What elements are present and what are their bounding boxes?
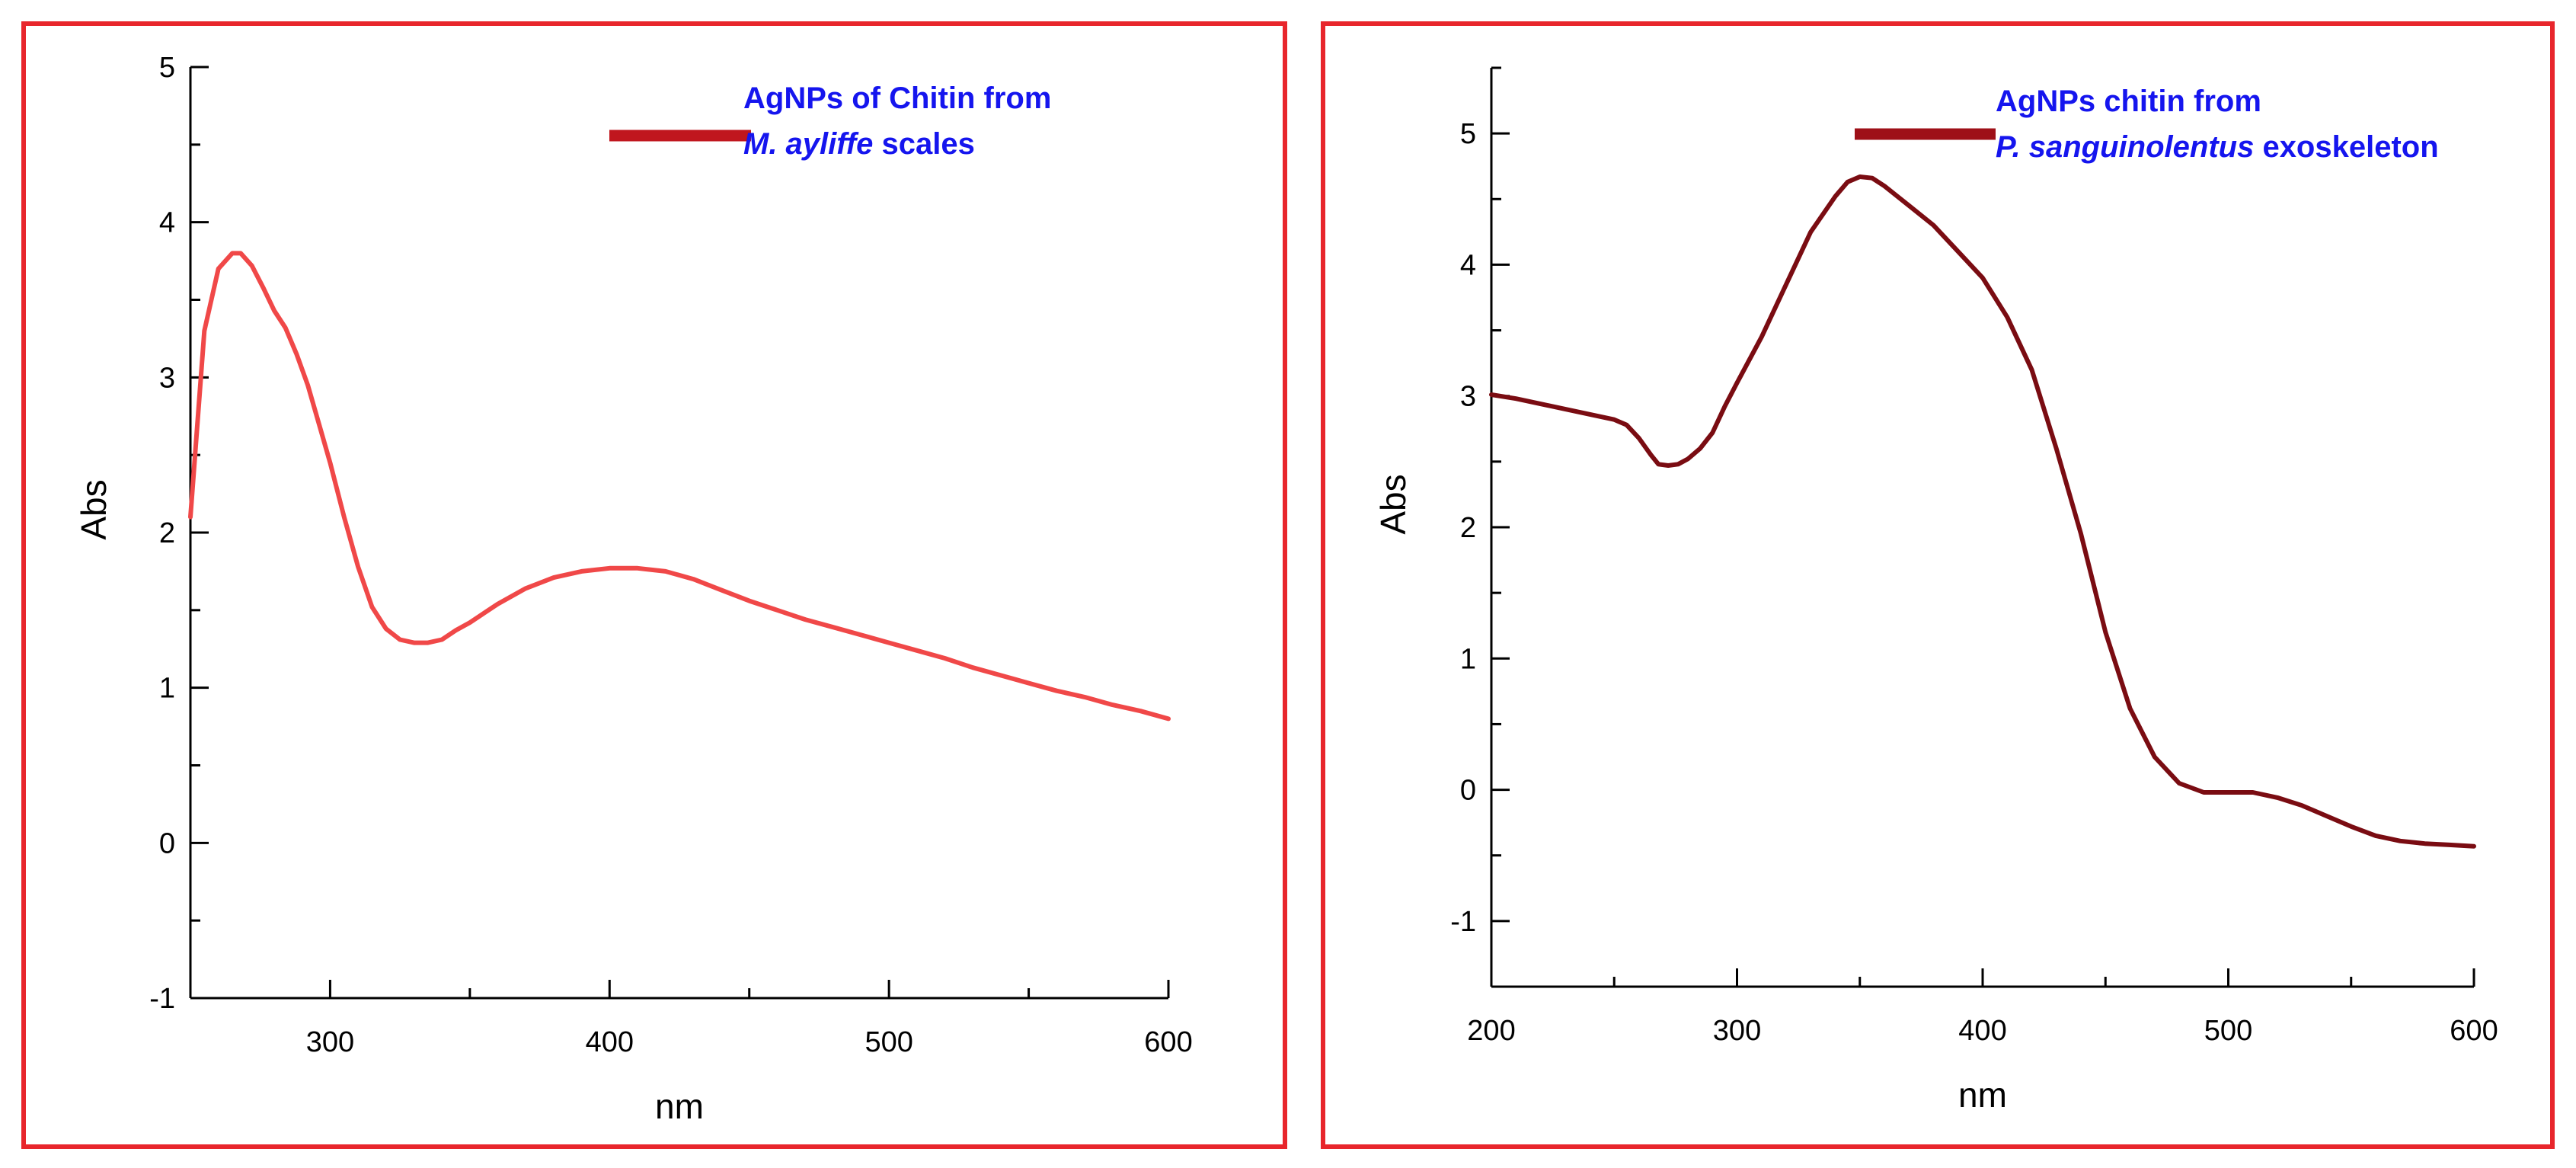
x-axis-label: nm xyxy=(1958,1075,2007,1115)
y-tick-label: 4 xyxy=(1460,249,1476,281)
y-tick-label: -1 xyxy=(1450,906,1476,938)
x-tick-label: 500 xyxy=(865,1026,912,1058)
chart-panel-left: -1 0 1 2 3 4 5 300 400 500 600 nm Abs AgNPs of Chitin… xyxy=(21,21,1287,1149)
legend-label-part: exoskeleton xyxy=(2254,130,2438,164)
legend-label-line-1: AgNPs chitin from xyxy=(1996,85,2261,118)
y-tick-label: -1 xyxy=(149,983,175,1015)
chart-panel-right: -1 0 1 2 3 4 5 200 300 400 500 600 nm Abs AgNPs chitin… xyxy=(1321,21,2555,1149)
series-line xyxy=(188,251,1171,722)
series-line xyxy=(1489,174,2476,849)
x-tick-label: 600 xyxy=(1144,1026,1192,1058)
x-axis-label: nm xyxy=(655,1086,704,1126)
y-tick-label: 2 xyxy=(1460,512,1476,544)
y-tick-label: 1 xyxy=(1460,643,1476,675)
y-tick-label: 1 xyxy=(159,673,175,705)
legend-label-line-2: M. ayliffe scales xyxy=(743,127,975,161)
x-tick-label: 300 xyxy=(306,1026,354,1058)
x-tick-label: 400 xyxy=(1958,1015,2006,1047)
chart-left: -1 0 1 2 3 4 5 300 400 500 600 nm Abs AgNPs of Chitin… xyxy=(74,52,1193,1126)
x-tick-label: 200 xyxy=(1467,1015,1515,1047)
y-tick-label: 5 xyxy=(159,52,175,84)
legend-label-italic-part: P. sanguinolentus xyxy=(1996,130,2254,164)
x-tick-label: 500 xyxy=(2204,1015,2252,1047)
x-tick-label: 600 xyxy=(2450,1015,2498,1047)
legend-label-part: scales xyxy=(873,127,974,161)
y-tick-label: 0 xyxy=(1460,775,1476,807)
chart-right: -1 0 1 2 3 4 5 200 300 400 500 600 nm Abs AgNPs chitin… xyxy=(1373,66,2498,1115)
y-axis-label: Abs xyxy=(1373,474,1413,534)
legend-label-line-2: P. sanguinolentus exoskeleton xyxy=(1996,130,2439,164)
y-tick-label: 0 xyxy=(159,827,175,859)
x-tick-label: 400 xyxy=(586,1026,634,1058)
legend-label-part: AgNPs of Chitin from xyxy=(743,82,1051,115)
x-tick-label: 300 xyxy=(1713,1015,1761,1047)
y-tick-label: 4 xyxy=(159,207,175,239)
y-tick-label: 3 xyxy=(1460,381,1476,413)
y-tick-label: 3 xyxy=(159,362,175,394)
y-tick-label: 2 xyxy=(159,517,175,549)
y-tick-label: 5 xyxy=(1460,118,1476,150)
y-axis-label: Abs xyxy=(74,479,113,539)
legend-label-line-1: AgNPs of Chitin from xyxy=(743,82,1051,115)
legend-label-part: AgNPs chitin from xyxy=(1996,85,2261,118)
legend-label-italic-part: M. ayliffe xyxy=(743,127,873,161)
